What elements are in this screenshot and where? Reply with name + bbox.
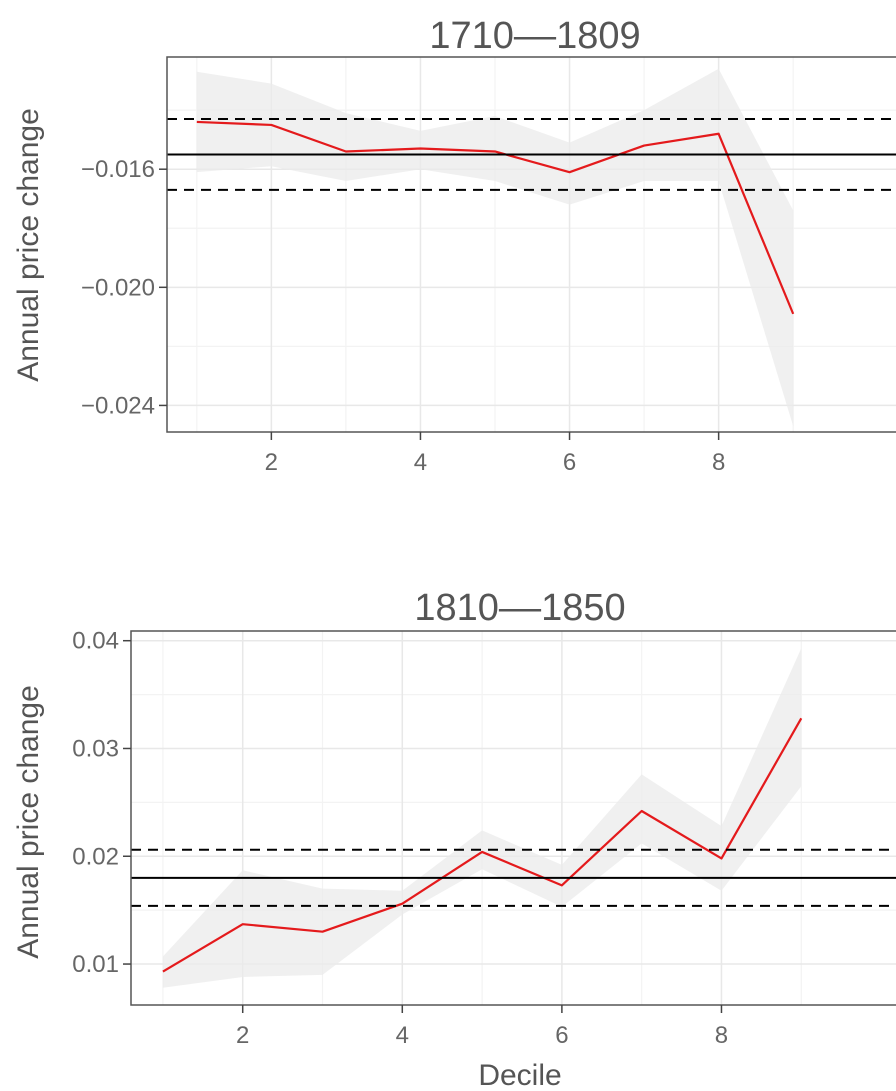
y-tick-label: −0.024 [81, 392, 155, 419]
panel-content-1 [167, 57, 896, 432]
y-tick-label: 0.02 [72, 843, 119, 870]
chart-title-1: 1710––1809 [429, 15, 640, 57]
y-tick-label: 0.03 [72, 735, 119, 762]
plot-panel-2: 2 4 6 8 0.04 0.03 0.02 0.01 [72, 628, 896, 1049]
y-axis-label-1: Annual price change [12, 108, 45, 382]
y-tick-label: −0.020 [81, 274, 155, 301]
y-axis-label-2: Annual price change [12, 685, 45, 959]
panel-border-1 [166, 56, 896, 433]
panel-content-2 [131, 631, 896, 1005]
x-tick-label: 8 [715, 1022, 728, 1049]
y-tick-label: 0.04 [72, 628, 119, 655]
confidence-band [196, 68, 794, 427]
x-tick-label: 4 [396, 1022, 409, 1049]
panel-border-2 [130, 630, 896, 1006]
x-tick-label: 6 [563, 449, 576, 476]
chart-title-2: 1810––1850 [414, 587, 625, 629]
x-tick-label: 6 [555, 1022, 568, 1049]
x-tick-label: 4 [414, 449, 427, 476]
x-axis-label-2: Decile [478, 1059, 561, 1091]
x-tick-label: 8 [712, 449, 725, 476]
x-tick-label: 2 [236, 1022, 249, 1049]
y-tick-label: −0.016 [81, 156, 155, 183]
x-tick-label: 2 [265, 449, 278, 476]
confidence-band [162, 648, 802, 988]
y-tick-label: 0.01 [72, 951, 119, 978]
plot-panel-1: 2 4 6 8 −0.016 −0.020 −0.024 [81, 56, 896, 476]
